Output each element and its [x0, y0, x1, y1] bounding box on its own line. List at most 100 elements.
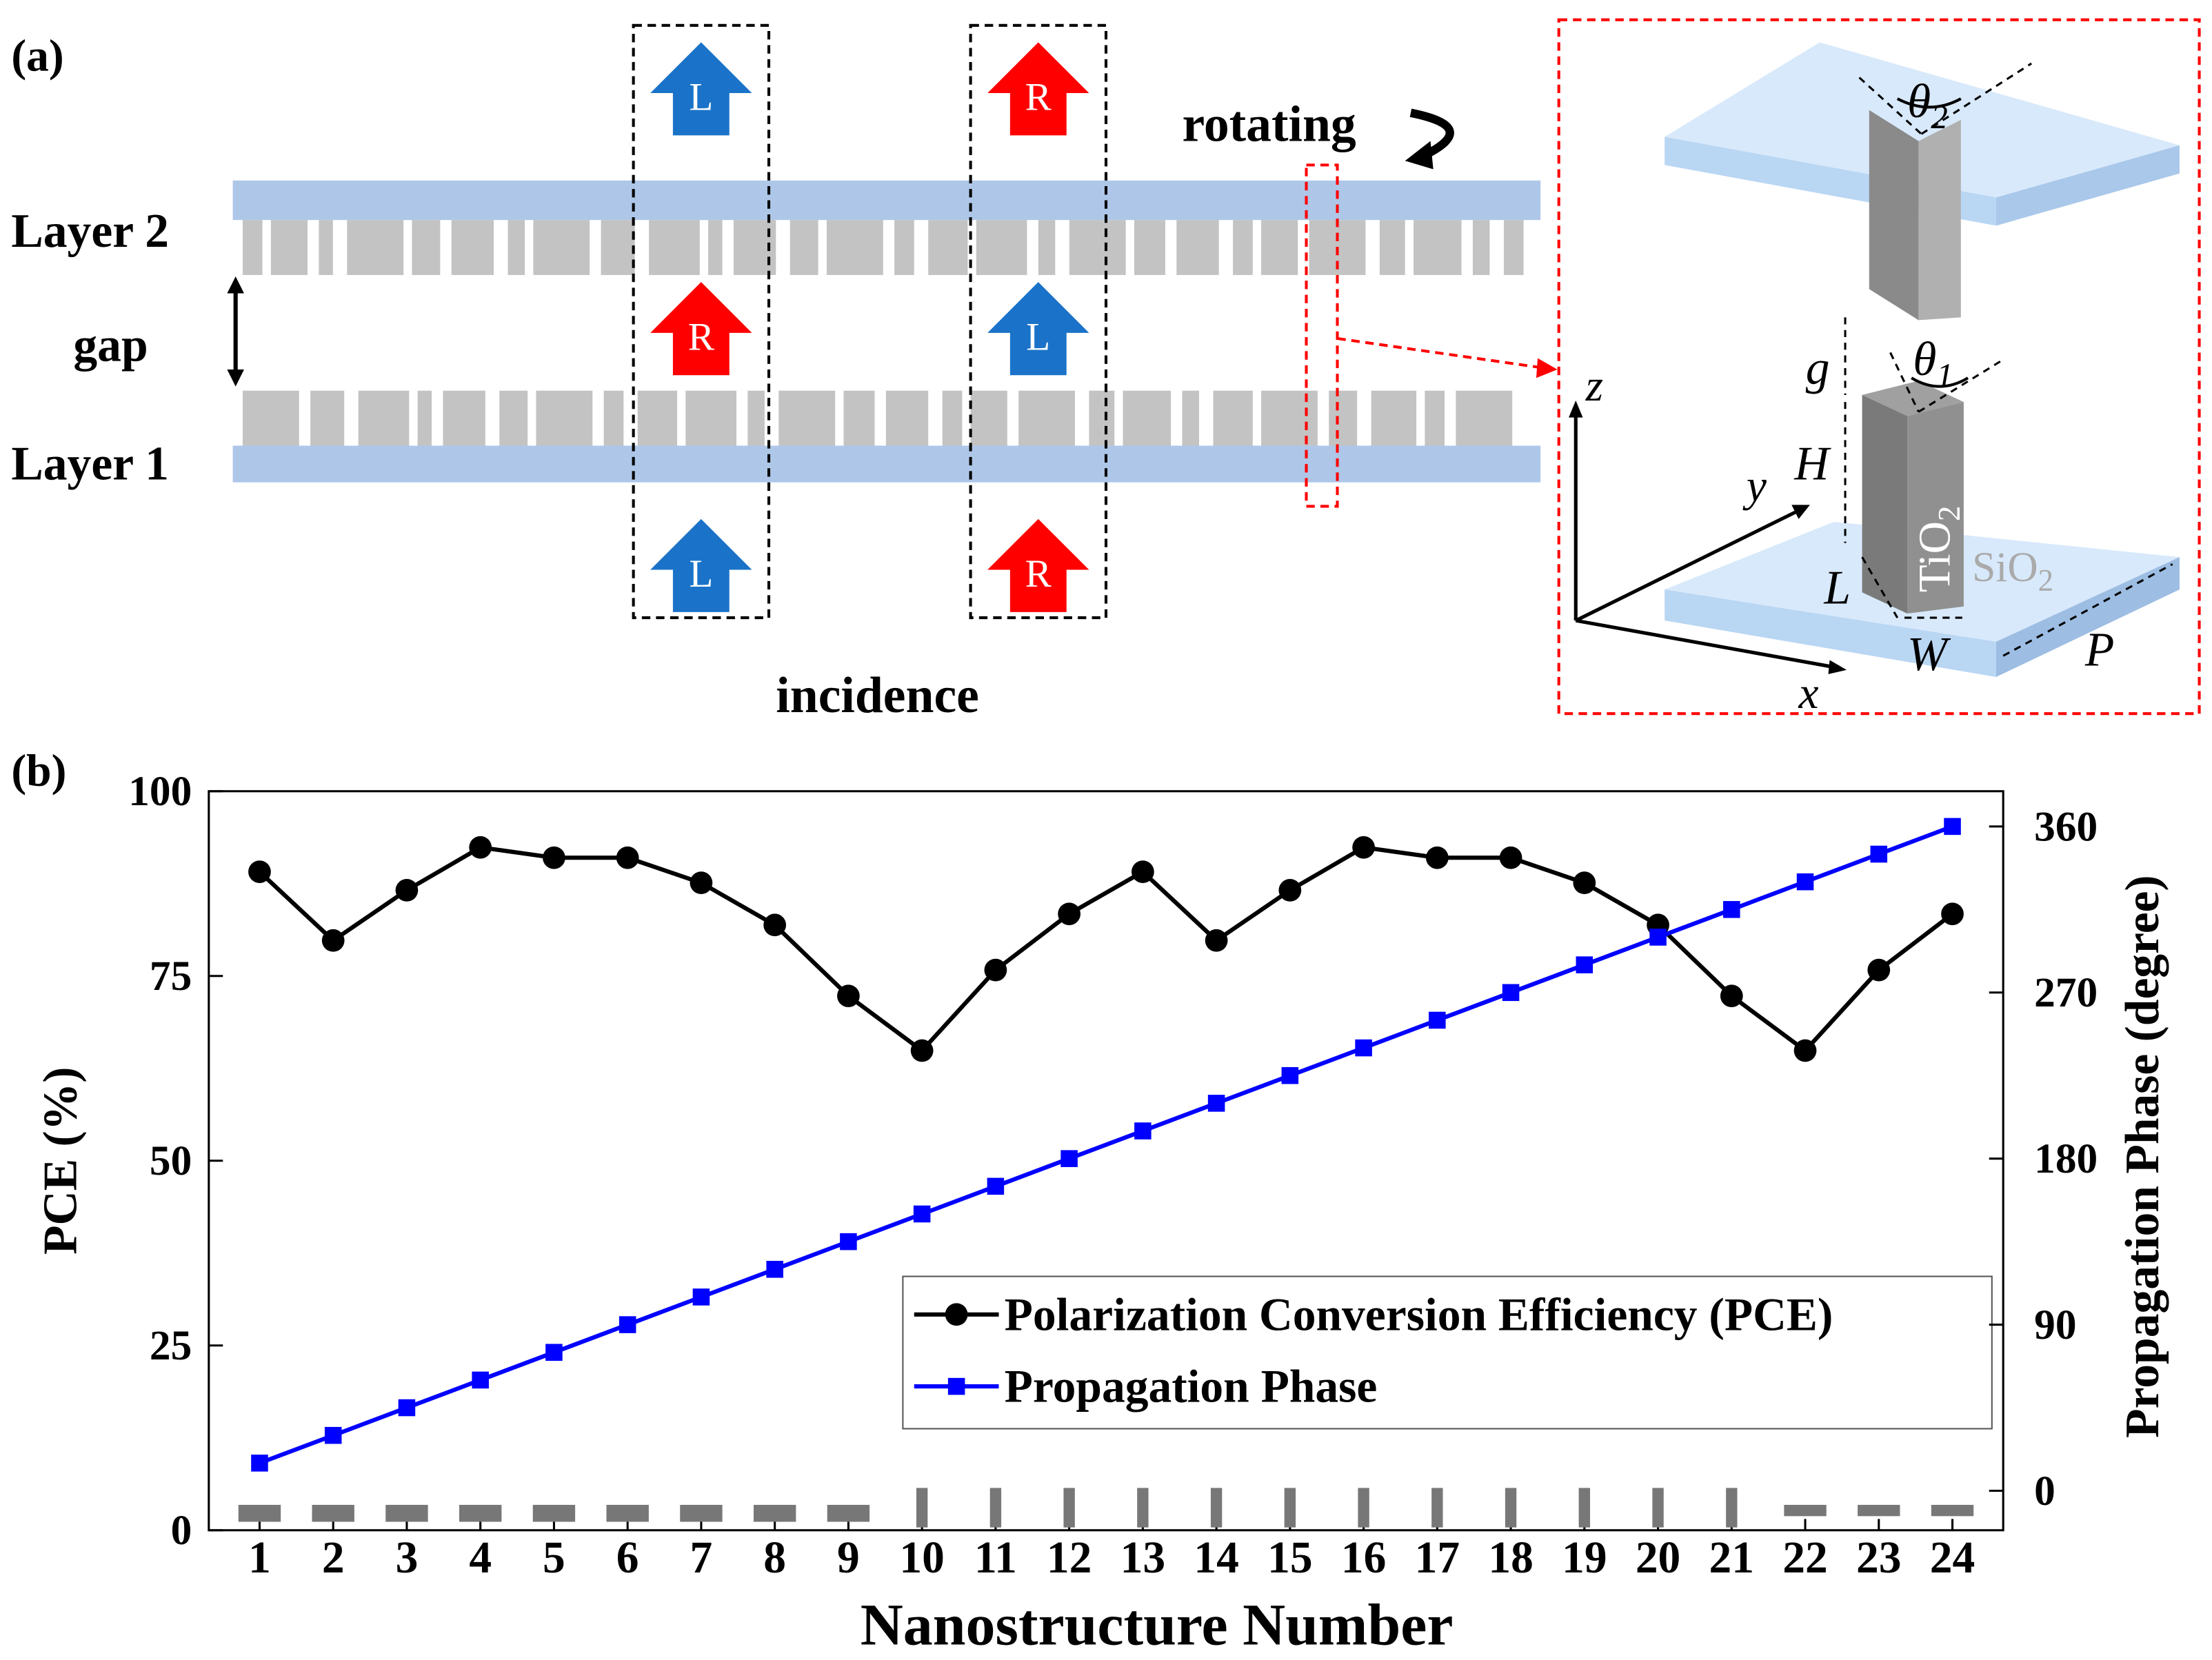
x-tick-label: 17 [1415, 1533, 1460, 1583]
data-point [543, 846, 565, 869]
data-point [1573, 871, 1596, 895]
data-point [1720, 984, 1743, 1008]
axis-name: z [1585, 361, 1603, 411]
pillar [843, 390, 875, 446]
x-tick-label: 2 [322, 1533, 345, 1583]
pillar [1069, 220, 1126, 275]
data-point [248, 860, 271, 883]
data-point [1502, 984, 1520, 1002]
arrow-label: R [1025, 552, 1052, 596]
nanostructure-glyph [827, 1504, 870, 1522]
dashed-box [632, 23, 771, 620]
top-plate [1665, 42, 2180, 198]
pillar [1123, 390, 1172, 446]
x-tick-label: 6 [616, 1533, 639, 1583]
pillar [358, 390, 410, 446]
data-point [1796, 873, 1814, 891]
symbol: TiO [1910, 521, 1960, 592]
pillar [976, 220, 1027, 275]
pillar [970, 390, 1007, 446]
y2-tick-label: 270 [2034, 969, 2098, 1016]
data-point [1134, 1122, 1152, 1140]
data-point [837, 984, 860, 1008]
gap-arrow [227, 276, 244, 387]
x-tick-label: 10 [899, 1533, 944, 1583]
x-tick-label: 19 [1562, 1533, 1607, 1583]
panel-a: (a) Layer 2 gap Layer 1 L RR LL R rotating … [11, 18, 2201, 723]
pillar [826, 220, 883, 275]
material-label: SiO2 [1972, 544, 2053, 598]
pillar [1261, 220, 1298, 275]
pillar [1371, 390, 1417, 446]
data-point [1281, 1066, 1299, 1084]
panel-label: (b) [11, 747, 66, 796]
pillar [1134, 220, 1165, 275]
pillar [601, 220, 635, 275]
nanostructure-glyph [1931, 1504, 1974, 1517]
axis-head [1828, 660, 1847, 674]
x-tick-label: 22 [1782, 1533, 1827, 1583]
data-point [1793, 1039, 1817, 1062]
subscript: 2 [1932, 506, 1967, 522]
pillar [417, 390, 432, 446]
data-point [472, 1371, 489, 1389]
nanostructure-glyph [916, 1488, 928, 1528]
data-point [1425, 846, 1449, 869]
data-point [1941, 902, 1964, 926]
inset-box [1557, 18, 2201, 716]
pillar [443, 390, 485, 446]
data-point [1723, 901, 1740, 918]
pillar [1176, 220, 1219, 275]
arrow-label: L [689, 76, 713, 119]
legend-box [902, 1275, 1993, 1430]
pillar-row [242, 390, 1513, 446]
subscript: 1 [1936, 356, 1953, 394]
pillar [894, 220, 914, 275]
data-point [692, 1288, 710, 1306]
x-tick-label: 8 [763, 1533, 786, 1583]
arrow-label: R [688, 315, 715, 358]
data-point [398, 1399, 416, 1417]
pillar [319, 220, 333, 275]
dim-label: g [1806, 341, 1830, 394]
pillar [885, 390, 929, 446]
nanostructure-glyph [532, 1504, 576, 1522]
x-tick-label: 15 [1267, 1533, 1312, 1583]
axis-name: y [1742, 461, 1767, 511]
rotate-arrow-head [1405, 141, 1434, 170]
y-axis-label: PCE (%) [34, 1067, 88, 1255]
nanostructure-glyph [989, 1488, 1002, 1528]
pillar [1233, 220, 1253, 275]
zoom-line [1337, 336, 1545, 370]
pillar [1089, 390, 1115, 446]
panel-b: (b) Nanostructure Number PCE (%) Propaga… [11, 747, 2169, 1658]
material-label: TiO2 [1910, 506, 1966, 593]
axis-head [1569, 401, 1583, 418]
bottom-plate-side [1665, 589, 1996, 678]
data-point [690, 871, 713, 895]
pillar [790, 220, 818, 275]
nanostructure-glyph [606, 1504, 649, 1522]
data-point [1870, 845, 1888, 863]
y-tick-label: 50 [150, 1137, 192, 1184]
polarization-arrows: L R R L L R [650, 42, 1089, 612]
y-tick-label: 0 [171, 1507, 192, 1554]
rotate-arrow [1409, 108, 1454, 159]
pillar [1425, 390, 1445, 446]
data-point [1060, 1150, 1078, 1167]
x-tick-label: 1 [248, 1533, 271, 1583]
polarization-arrow [650, 42, 752, 136]
layer-substrate [232, 445, 1541, 483]
nanostructure-glyph [1284, 1488, 1296, 1528]
data-point [840, 1233, 857, 1251]
nanostructure-glyph [680, 1504, 723, 1522]
gap-label: gap [73, 319, 148, 372]
nanostructure-glyph [1210, 1488, 1223, 1528]
pillar-face [1907, 402, 1964, 614]
series-line [259, 824, 1953, 1466]
y-tick-label: 75 [150, 953, 192, 1000]
axis-name: x [1798, 669, 1819, 718]
y2-tick-label: 180 [2034, 1135, 2098, 1182]
pillar-face [1862, 394, 1908, 614]
